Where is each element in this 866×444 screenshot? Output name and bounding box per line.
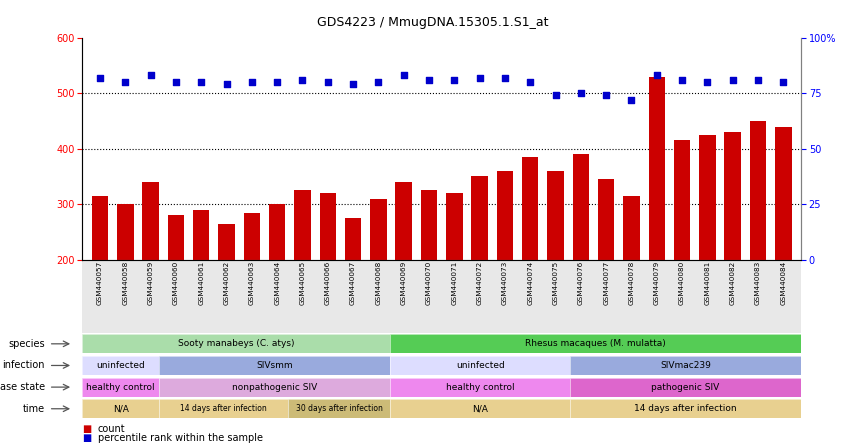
Bar bbox=[522, 157, 539, 371]
Point bbox=[599, 92, 613, 99]
Text: uninfected: uninfected bbox=[96, 361, 145, 370]
Text: GDS4223 / MmugDNA.15305.1.S1_at: GDS4223 / MmugDNA.15305.1.S1_at bbox=[317, 16, 549, 28]
Text: ■: ■ bbox=[82, 424, 92, 434]
Text: species: species bbox=[9, 339, 45, 349]
Text: healthy control: healthy control bbox=[446, 383, 514, 392]
Bar bbox=[674, 140, 690, 371]
Bar bbox=[320, 193, 336, 371]
Point bbox=[473, 74, 487, 81]
Text: 14 days after infection: 14 days after infection bbox=[634, 404, 737, 413]
Point bbox=[448, 76, 462, 83]
Bar bbox=[243, 213, 260, 371]
Point bbox=[624, 96, 638, 103]
Text: N/A: N/A bbox=[472, 404, 488, 413]
Bar bbox=[775, 127, 792, 371]
Text: Rhesus macaques (M. mulatta): Rhesus macaques (M. mulatta) bbox=[526, 339, 666, 349]
Bar bbox=[168, 215, 184, 371]
Point bbox=[650, 72, 663, 79]
Point bbox=[270, 79, 284, 86]
Point bbox=[320, 79, 334, 86]
Point bbox=[397, 72, 410, 79]
Text: time: time bbox=[23, 404, 45, 414]
Text: uninfected: uninfected bbox=[456, 361, 505, 370]
Bar bbox=[370, 199, 386, 371]
Point bbox=[169, 79, 183, 86]
Point bbox=[194, 79, 208, 86]
Text: pathogenic SIV: pathogenic SIV bbox=[651, 383, 720, 392]
Text: ■: ■ bbox=[82, 433, 92, 443]
Point bbox=[549, 92, 563, 99]
Point bbox=[372, 79, 385, 86]
Bar bbox=[471, 177, 488, 371]
Point bbox=[777, 79, 791, 86]
Point bbox=[295, 76, 309, 83]
Bar bbox=[421, 190, 437, 371]
Point bbox=[245, 79, 259, 86]
Point bbox=[144, 72, 158, 79]
Text: Sooty manabeys (C. atys): Sooty manabeys (C. atys) bbox=[178, 339, 294, 349]
Bar bbox=[269, 204, 286, 371]
Bar bbox=[750, 121, 766, 371]
Text: nonpathogenic SIV: nonpathogenic SIV bbox=[232, 383, 318, 392]
Point bbox=[701, 79, 714, 86]
Text: infection: infection bbox=[3, 361, 45, 370]
Text: 30 days after infection: 30 days after infection bbox=[295, 404, 383, 413]
Bar bbox=[117, 204, 133, 371]
Text: 14 days after infection: 14 days after infection bbox=[180, 404, 267, 413]
Point bbox=[119, 79, 132, 86]
Point bbox=[675, 76, 689, 83]
Bar bbox=[345, 218, 361, 371]
Bar bbox=[547, 171, 564, 371]
Bar bbox=[572, 155, 589, 371]
Text: disease state: disease state bbox=[0, 382, 45, 392]
Bar bbox=[218, 224, 235, 371]
Text: SIVmac239: SIVmac239 bbox=[660, 361, 711, 370]
Point bbox=[523, 79, 537, 86]
Point bbox=[346, 81, 360, 88]
Point bbox=[751, 76, 765, 83]
Text: N/A: N/A bbox=[113, 404, 129, 413]
Text: count: count bbox=[98, 424, 126, 434]
Point bbox=[220, 81, 234, 88]
Point bbox=[93, 74, 107, 81]
Bar bbox=[725, 132, 741, 371]
Text: percentile rank within the sample: percentile rank within the sample bbox=[98, 433, 263, 443]
Point bbox=[574, 90, 588, 97]
Bar bbox=[446, 193, 462, 371]
Bar bbox=[92, 196, 108, 371]
Bar bbox=[497, 171, 514, 371]
Point bbox=[498, 74, 512, 81]
Bar bbox=[699, 135, 715, 371]
Point bbox=[726, 76, 740, 83]
Point bbox=[422, 76, 436, 83]
Text: SIVsmm: SIVsmm bbox=[256, 361, 293, 370]
Bar bbox=[624, 196, 640, 371]
Bar bbox=[598, 179, 614, 371]
Bar bbox=[396, 182, 412, 371]
Bar bbox=[193, 210, 210, 371]
Bar bbox=[649, 77, 665, 371]
Text: healthy control: healthy control bbox=[87, 383, 155, 392]
Bar bbox=[142, 182, 158, 371]
Bar bbox=[294, 190, 311, 371]
